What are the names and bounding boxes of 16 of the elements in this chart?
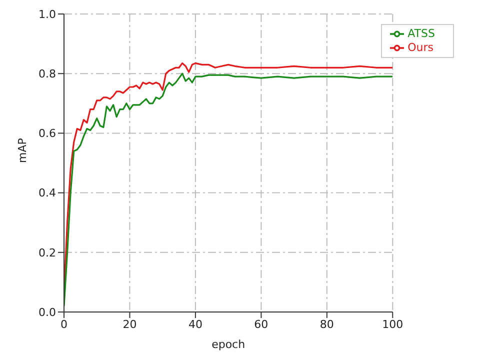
x-tick-label: 100 bbox=[382, 318, 404, 331]
y-axis-title: mAP bbox=[16, 138, 29, 163]
y-tick-label: 1.0 bbox=[38, 8, 56, 21]
legend-label: Ours bbox=[408, 41, 434, 54]
x-tick-label: 40 bbox=[188, 318, 202, 331]
y-tick-label: 0.0 bbox=[38, 306, 56, 319]
y-tick-label: 0.8 bbox=[38, 68, 56, 81]
x-tick-label: 0 bbox=[60, 318, 68, 331]
y-tick-label: 0.4 bbox=[38, 186, 56, 200]
x-tick-label: 80 bbox=[320, 318, 334, 331]
x-tick-label: 60 bbox=[254, 318, 268, 331]
x-axis-title: epoch bbox=[212, 338, 246, 351]
legend-label: ATSS bbox=[408, 27, 435, 40]
y-tick-label: 0.2 bbox=[38, 246, 56, 260]
x-tick-label: 20 bbox=[122, 318, 137, 331]
y-tick-label: 0.6 bbox=[38, 127, 56, 140]
